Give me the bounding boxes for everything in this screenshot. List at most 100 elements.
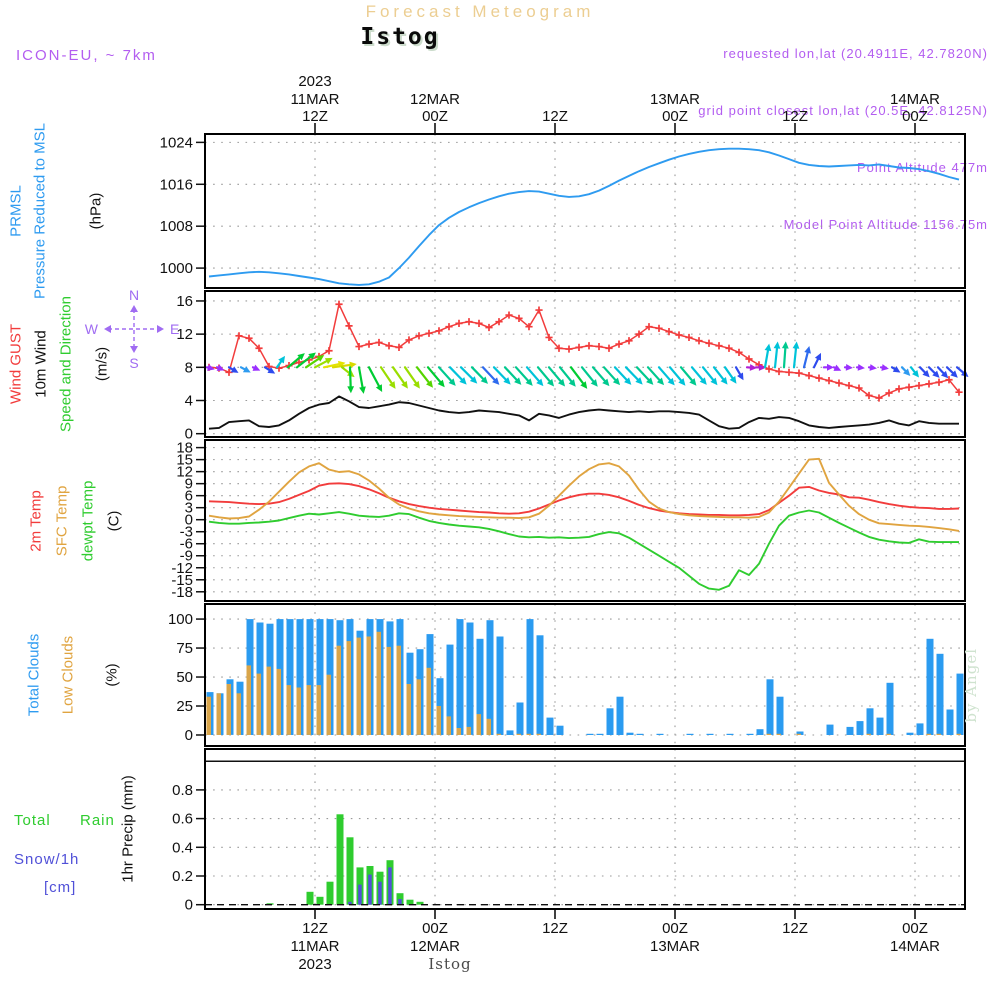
series-dewpt-temp [208,509,959,591]
svg-text:50: 50 [176,669,193,686]
svg-text:8: 8 [185,359,193,376]
svg-text:100: 100 [168,611,193,628]
time-axis: 202311MAR12Z12Z11MAR202312MAR00Z00Z12MAR… [291,73,941,973]
svg-text:00Z: 00Z [662,920,688,937]
svg-text:0: 0 [185,426,193,443]
svg-text:12Z: 12Z [782,920,808,937]
series-2m-temp [208,482,960,517]
info-requested-lonlat: requested lon,lat (20.4911E, 42.7820N) [723,46,988,61]
ylabel-pressure-1: Pressure Reduced to MSL [31,123,49,299]
svg-text:N: N [129,287,139,303]
ylabel-temp-0: 2m Temp [27,489,45,552]
svg-text:4: 4 [185,393,193,410]
svg-text:12: 12 [176,464,193,481]
svg-text:11MAR: 11MAR [291,938,340,955]
svg-text:W: W [85,321,99,337]
svg-text:15: 15 [176,452,193,469]
svg-text:-12: -12 [171,560,193,577]
info-point-altitude: Point Altitude 477m [856,160,988,175]
svg-text:18: 18 [176,440,193,457]
svg-text:0: 0 [185,512,193,529]
footer-station-label: Istog [428,955,472,973]
svg-text:12Z: 12Z [782,108,808,125]
svg-text:0: 0 [185,727,193,744]
svg-text:-18: -18 [171,584,193,601]
ylabel-wind-3: (m/s) [93,346,111,382]
ylabel-precip-rain: Rain [80,812,115,829]
svg-text:9: 9 [185,476,193,493]
svg-text:-15: -15 [171,572,193,589]
svg-text:2023: 2023 [298,73,331,90]
svg-text:0.6: 0.6 [172,811,193,828]
svg-text:3: 3 [185,500,193,517]
svg-text:00Z: 00Z [902,920,928,937]
svg-text:1024: 1024 [160,134,193,151]
svg-text:1000: 1000 [160,260,193,277]
svg-text:75: 75 [176,640,193,657]
series-prmsl [208,147,960,286]
panel-pressure: 1000 1008 1016 1024 [160,133,966,289]
svg-text:14MAR: 14MAR [890,91,940,108]
station-title: Istog [360,24,440,50]
svg-text:0: 0 [185,897,193,914]
ylabel-wind-2: Speed and Direction [57,296,75,432]
svg-text:-6: -6 [180,536,193,553]
ylabel-pressure-2: (hPa) [87,192,105,230]
ylabel-clouds-2: (%) [103,663,121,687]
ylabel-temp-3: (C) [105,510,123,531]
svg-text:00Z: 00Z [662,108,688,125]
svg-text:00Z: 00Z [422,108,448,125]
panel-wind: 0 4 8 12 16 N S W E [85,287,969,443]
info-closest-lonlat: grid point closest lon,lat (20.5E, 42.81… [698,103,988,118]
ylabel-pressure-0: PRMSL [7,185,25,237]
svg-text:1016: 1016 [160,176,193,193]
svg-text:E: E [170,321,179,337]
svg-text:12: 12 [176,326,193,343]
model-label: ICON-EU, ~ 7km [16,47,157,64]
watermark: by Angel [962,648,980,723]
svg-text:0.4: 0.4 [172,839,193,856]
svg-text:12MAR: 12MAR [410,91,460,108]
series-wind-gust [208,303,960,399]
svg-text:14MAR: 14MAR [890,938,940,955]
svg-text:0.8: 0.8 [172,782,193,799]
ylabel-precip-cm: [cm] [44,879,77,896]
ylabel-precip-total: Total [14,812,51,829]
svg-text:S: S [129,355,138,371]
ylabel-precip-unit: 1hr Precip (mm) [119,775,137,883]
svg-text:12Z: 12Z [542,920,568,937]
grid-point-info: requested lon,lat (20.4911E, 42.7820N) g… [698,6,988,272]
svg-text:00Z: 00Z [422,920,448,937]
ylabel-wind-0: Wind GUST [7,323,25,405]
svg-text:12Z: 12Z [542,108,568,125]
svg-text:12MAR: 12MAR [410,938,460,955]
svg-text:13MAR: 13MAR [650,91,700,108]
svg-text:-9: -9 [180,548,193,565]
panel-clouds: 0 25 50 75 100 [168,603,966,747]
svg-text:2023: 2023 [298,956,331,973]
svg-text:6: 6 [185,488,193,505]
svg-text:-3: -3 [180,524,193,541]
svg-text:0.2: 0.2 [172,868,193,885]
svg-text:1008: 1008 [160,218,193,235]
panel-precip: 0 0.2 0.4 0.6 0.8 [172,748,966,914]
svg-text:16: 16 [176,293,193,310]
series-sfc-temp [208,457,960,532]
ylabel-temp-1: SFC Temp [53,485,71,556]
svg-text:12Z: 12Z [302,920,328,937]
svg-text:00Z: 00Z [902,108,928,125]
svg-text:25: 25 [176,698,193,715]
info-model-altitude: Model Point Altitude 1156.75m [783,217,988,232]
ylabel-temp-2: dewpt Temp [79,480,97,561]
ylabel-clouds-1: Low Clouds [59,635,77,715]
svg-text:12Z: 12Z [302,108,328,125]
series-10m-wind [208,395,959,430]
page-title: Forecast Meteogram [365,2,595,21]
compass-rose: N S W E [85,287,180,371]
ylabel-wind-1: 10m Wind [32,330,50,398]
ylabel-precip-snow: Snow/1h [14,851,80,868]
svg-text:11MAR: 11MAR [291,91,340,108]
